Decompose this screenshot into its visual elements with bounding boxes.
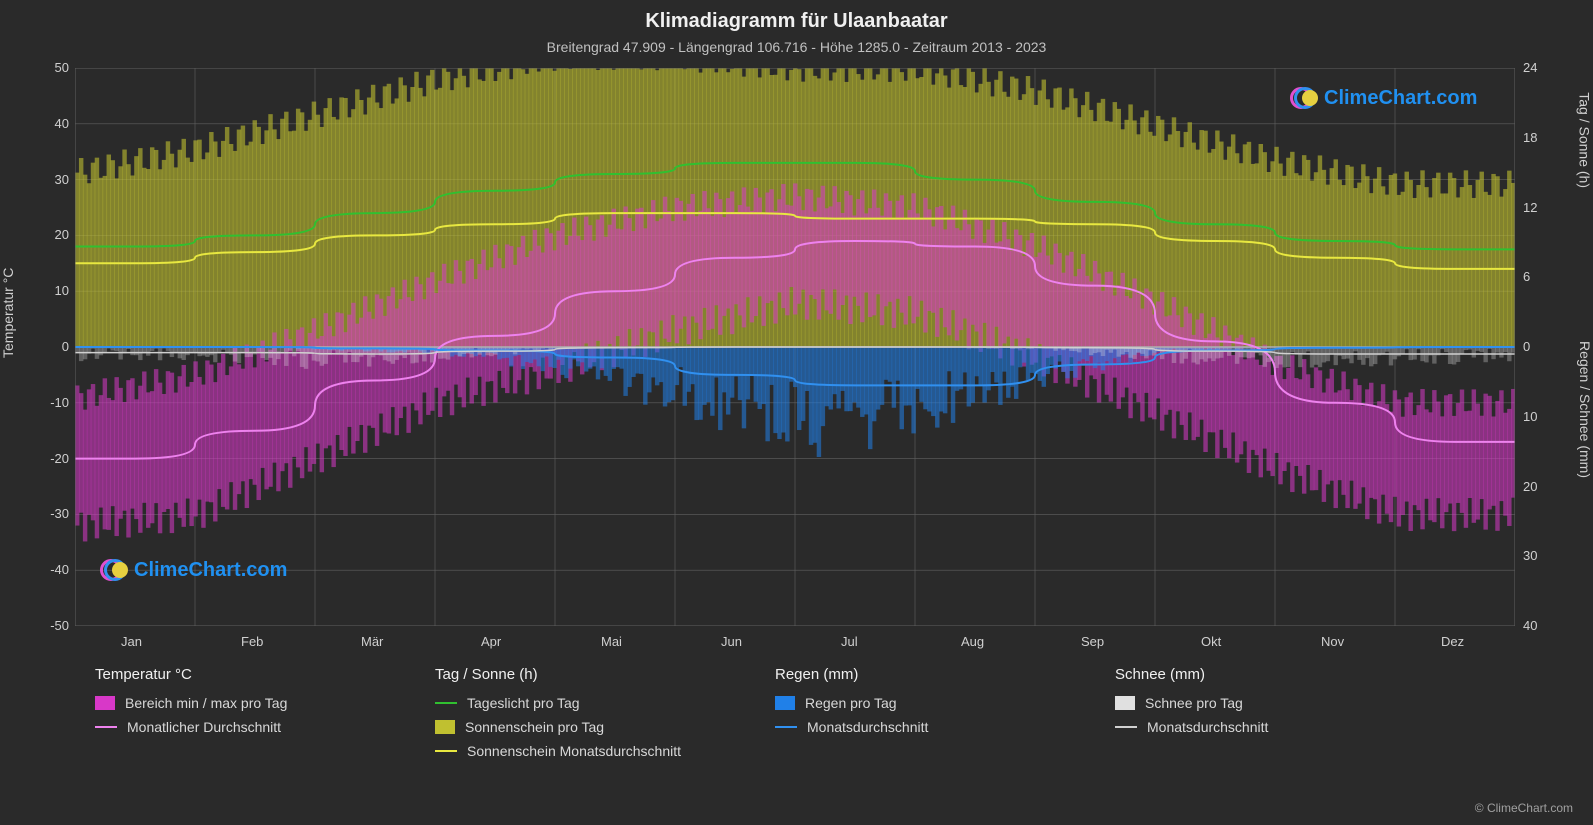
y-left-tick: 30 [55,172,69,187]
legend-line-icon [1115,726,1137,728]
legend-header: Schnee (mm) [1115,666,1415,683]
legend-label: Sonnenschein Monatsdurchschnitt [467,743,681,759]
y-right-top-tick: 18 [1523,130,1537,145]
legend-item: Sonnenschein pro Tag [435,719,735,735]
legend-label: Monatsdurchschnitt [807,719,928,735]
x-month-tick: Nov [1321,634,1344,649]
legend-label: Monatsdurchschnitt [1147,719,1268,735]
legend-item: Sonnenschein Monatsdurchschnitt [435,743,735,759]
watermark-top: ClimeChart.com [1290,84,1477,112]
y-axis-right-top-label: Tag / Sonne (h) [1577,92,1593,188]
y-left-tick: 40 [55,116,69,131]
copyright: © ClimeChart.com [1475,801,1573,815]
legend-item: Regen pro Tag [775,695,1075,711]
plot-area [75,68,1515,626]
legend-header: Tag / Sonne (h) [435,666,735,683]
y-right-bot-tick: 20 [1523,479,1537,494]
climate-chart: Klimadiagramm für Ulaanbaatar Breitengra… [0,0,1593,825]
x-month-tick: Mär [361,634,383,649]
legend-item: Monatsdurchschnitt [1115,719,1415,735]
y-left-tick: -50 [50,618,69,633]
legend-swatch-icon [435,720,455,734]
chart-title: Klimadiagramm für Ulaanbaatar [0,0,1593,33]
legend: Temperatur °C Bereich min / max pro Tag Mo… [95,666,1515,759]
watermark-text: ClimeChart.com [1324,87,1477,110]
x-month-tick: Mai [601,634,622,649]
legend-label: Regen pro Tag [805,695,897,711]
legend-line-icon [435,702,457,704]
legend-line-icon [775,726,797,728]
legend-header: Regen (mm) [775,666,1075,683]
watermark-text: ClimeChart.com [134,559,287,582]
x-month-tick: Dez [1441,634,1464,649]
legend-item: Monatlicher Durchschnitt [95,719,395,735]
x-month-tick: Jul [841,634,858,649]
legend-item: Tageslicht pro Tag [435,695,735,711]
legend-column: Schnee (mm) Schnee pro Tag Monatsdurchschn… [1115,666,1415,759]
x-month-tick: Okt [1201,634,1221,649]
y-axis-left-label: Temperatur °C [0,268,16,358]
legend-line-icon [435,750,457,752]
y-left-tick: 10 [55,283,69,298]
legend-column: Tag / Sonne (h) Tageslicht pro Tag Sonnens… [435,666,735,759]
y-axis-right-bottom-label: Regen / Schnee (mm) [1577,341,1593,478]
legend-swatch-icon [1115,696,1135,710]
legend-column: Temperatur °C Bereich min / max pro Tag Mo… [95,666,395,759]
legend-item: Monatsdurchschnitt [775,719,1075,735]
legend-swatch-icon [775,696,795,710]
y-left-tick: -30 [50,506,69,521]
x-month-tick: Jun [721,634,742,649]
x-month-tick: Sep [1081,634,1104,649]
watermark-bottom: ClimeChart.com [100,556,287,584]
legend-header: Temperatur °C [95,666,395,683]
legend-label: Bereich min / max pro Tag [125,695,287,711]
y-left-tick: -20 [50,451,69,466]
y-left-tick: 0 [62,339,69,354]
x-month-tick: Jan [121,634,142,649]
climechart-logo-icon [1290,84,1318,112]
y-right-bot-tick: 30 [1523,548,1537,563]
y-right-top-tick: 12 [1523,200,1537,215]
plot-svg [75,68,1515,626]
legend-line-icon [95,726,117,728]
legend-label: Sonnenschein pro Tag [465,719,604,735]
climechart-logo-icon [100,556,128,584]
legend-column: Regen (mm) Regen pro Tag Monatsdurchschnit… [775,666,1075,759]
legend-item: Schnee pro Tag [1115,695,1415,711]
y-left-tick: 20 [55,227,69,242]
legend-swatch-icon [95,696,115,710]
legend-label: Tageslicht pro Tag [467,695,580,711]
y-right-bot-tick: 10 [1523,409,1537,424]
y-left-tick: 50 [55,60,69,75]
x-month-tick: Feb [241,634,263,649]
legend-label: Schnee pro Tag [1145,695,1243,711]
legend-label: Monatlicher Durchschnitt [127,719,281,735]
x-month-tick: Aug [961,634,984,649]
legend-item: Bereich min / max pro Tag [95,695,395,711]
y-right-top-tick: 0 [1523,339,1530,354]
y-right-top-tick: 24 [1523,60,1537,75]
y-right-bot-tick: 40 [1523,618,1537,633]
y-left-tick: -10 [50,395,69,410]
y-right-top-tick: 6 [1523,269,1530,284]
x-month-tick: Apr [481,634,501,649]
chart-subtitle: Breitengrad 47.909 - Längengrad 106.716 … [0,33,1593,55]
y-left-tick: -40 [50,562,69,577]
